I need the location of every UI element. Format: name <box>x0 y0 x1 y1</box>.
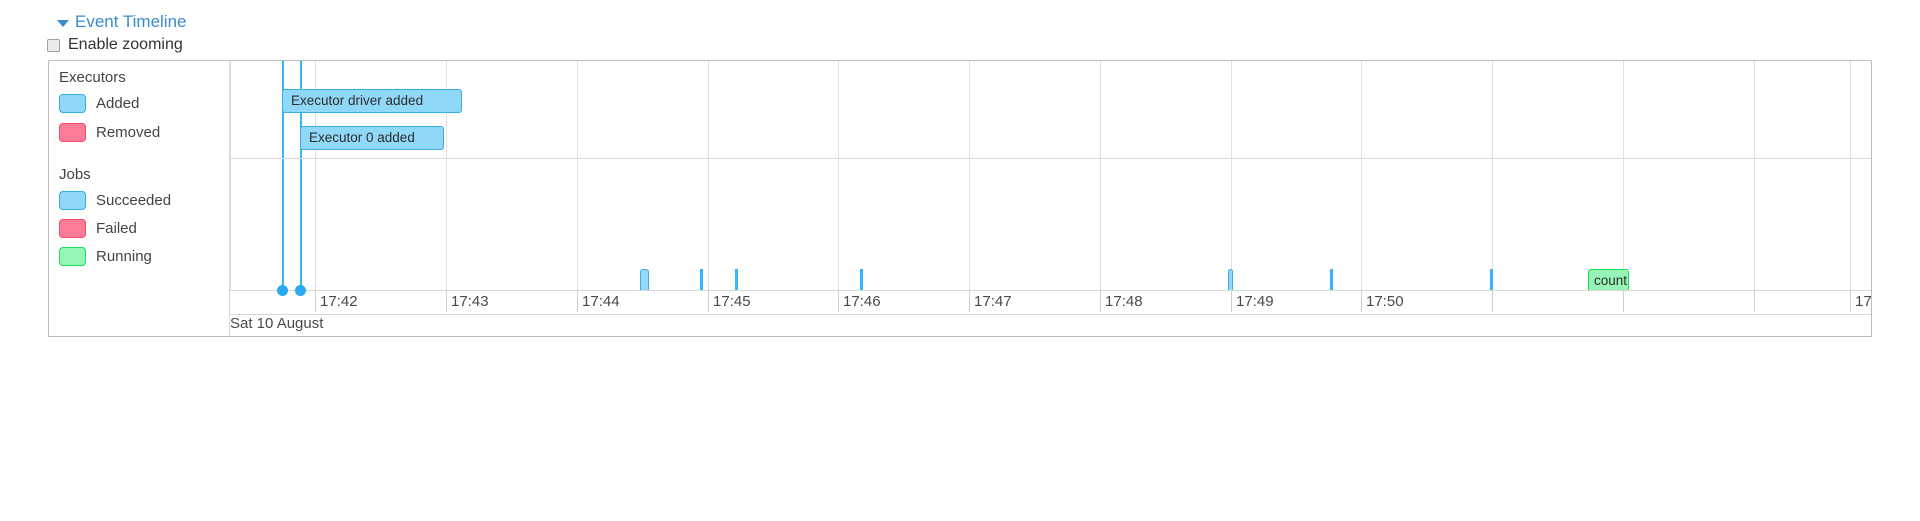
executor-axis-dot[interactable] <box>277 285 288 296</box>
axis-tick <box>1100 291 1101 312</box>
axis-tick <box>1361 291 1362 312</box>
axis-top-border <box>230 290 1871 291</box>
gridline <box>1100 61 1101 336</box>
timeline-legend-column: Executors Added Removed Jobs Succeeded F… <box>49 61 230 336</box>
axis-tick-label: 17:46 <box>843 293 881 310</box>
gridline <box>230 61 231 336</box>
legend-label-running: Running <box>96 248 152 265</box>
legend-item-removed: Removed <box>59 123 160 142</box>
legend-item-succeeded: Succeeded <box>59 191 171 210</box>
axis-tick-label: 17: <box>1855 293 1871 310</box>
executor-event-driver-added[interactable]: Executor driver added <box>282 89 462 113</box>
legend-label-failed: Failed <box>96 220 137 237</box>
gridline <box>1623 61 1624 336</box>
gridline <box>708 61 709 336</box>
legend-item-running: Running <box>59 247 152 266</box>
axis-tick <box>1492 291 1493 312</box>
gridline <box>1492 61 1493 336</box>
legend-item-added: Added <box>59 94 139 113</box>
gridline <box>446 61 447 336</box>
enable-zooming-row: Enable zooming <box>47 36 183 54</box>
legend-label-removed: Removed <box>96 124 161 141</box>
enable-zooming-checkbox[interactable] <box>47 38 60 52</box>
legend-swatch-running <box>59 247 86 266</box>
event-stem <box>282 61 284 291</box>
axis-tick-label: 17:48 <box>1105 293 1143 310</box>
axis-bottom-border <box>230 314 1871 315</box>
gridline <box>1754 61 1755 336</box>
axis-tick-label: 17:45 <box>713 293 751 310</box>
timeline-axis: 17:42 17:43 17:44 17:45 17:46 17:47 17:4… <box>230 291 1871 336</box>
axis-tick-label: 17:44 <box>582 293 620 310</box>
axis-tick <box>1754 291 1755 312</box>
legend-group-title-jobs: Jobs <box>59 166 91 183</box>
page-title: Event Timeline <box>75 12 187 31</box>
gridline <box>1231 61 1232 336</box>
legend-group-executors: Executors Added Removed <box>49 61 229 157</box>
axis-tick <box>1623 291 1624 312</box>
executor-axis-dot[interactable] <box>295 285 306 296</box>
event-timeline-chart: Executors Added Removed Jobs Succeeded F… <box>48 60 1872 337</box>
axis-tick <box>708 291 709 312</box>
gridline <box>315 61 316 336</box>
axis-tick-label: 17:49 <box>1236 293 1274 310</box>
row-separator <box>230 158 1871 159</box>
enable-zooming-label: Enable zooming <box>68 36 183 53</box>
event-timeline-toggle[interactable]: Event Timeline <box>57 12 187 32</box>
axis-tick <box>1850 291 1851 312</box>
triangle-down-icon <box>57 19 69 27</box>
axis-tick-label: 17:50 <box>1366 293 1404 310</box>
gridline <box>1361 61 1362 336</box>
axis-tick <box>315 291 316 312</box>
axis-tick-label: 17:43 <box>451 293 489 310</box>
timeline-content-pane[interactable]: Executor driver added Executor 0 added c… <box>230 61 1871 336</box>
gridline <box>969 61 970 336</box>
legend-swatch-added <box>59 94 86 113</box>
legend-swatch-succeeded <box>59 191 86 210</box>
legend-swatch-failed <box>59 219 86 238</box>
legend-swatch-removed <box>59 123 86 142</box>
axis-tick <box>969 291 970 312</box>
legend-item-failed: Failed <box>59 219 137 238</box>
legend-label-succeeded: Succeeded <box>96 192 172 209</box>
legend-group-title-executors: Executors <box>59 69 126 86</box>
gridline <box>1850 61 1851 336</box>
axis-tick <box>446 291 447 312</box>
axis-tick <box>838 291 839 312</box>
legend-label-added: Added <box>96 95 140 112</box>
executor-event-executor-0-added[interactable]: Executor 0 added <box>300 126 444 150</box>
event-stem <box>300 61 302 291</box>
gridline <box>577 61 578 336</box>
axis-tick <box>1231 291 1232 312</box>
axis-tick-label: 17:42 <box>320 293 358 310</box>
legend-group-jobs: Jobs Succeeded Failed Running <box>49 158 229 278</box>
axis-tick-label: 17:47 <box>974 293 1012 310</box>
axis-date-label: Sat 10 August <box>230 315 324 332</box>
axis-tick <box>577 291 578 312</box>
gridline <box>838 61 839 336</box>
